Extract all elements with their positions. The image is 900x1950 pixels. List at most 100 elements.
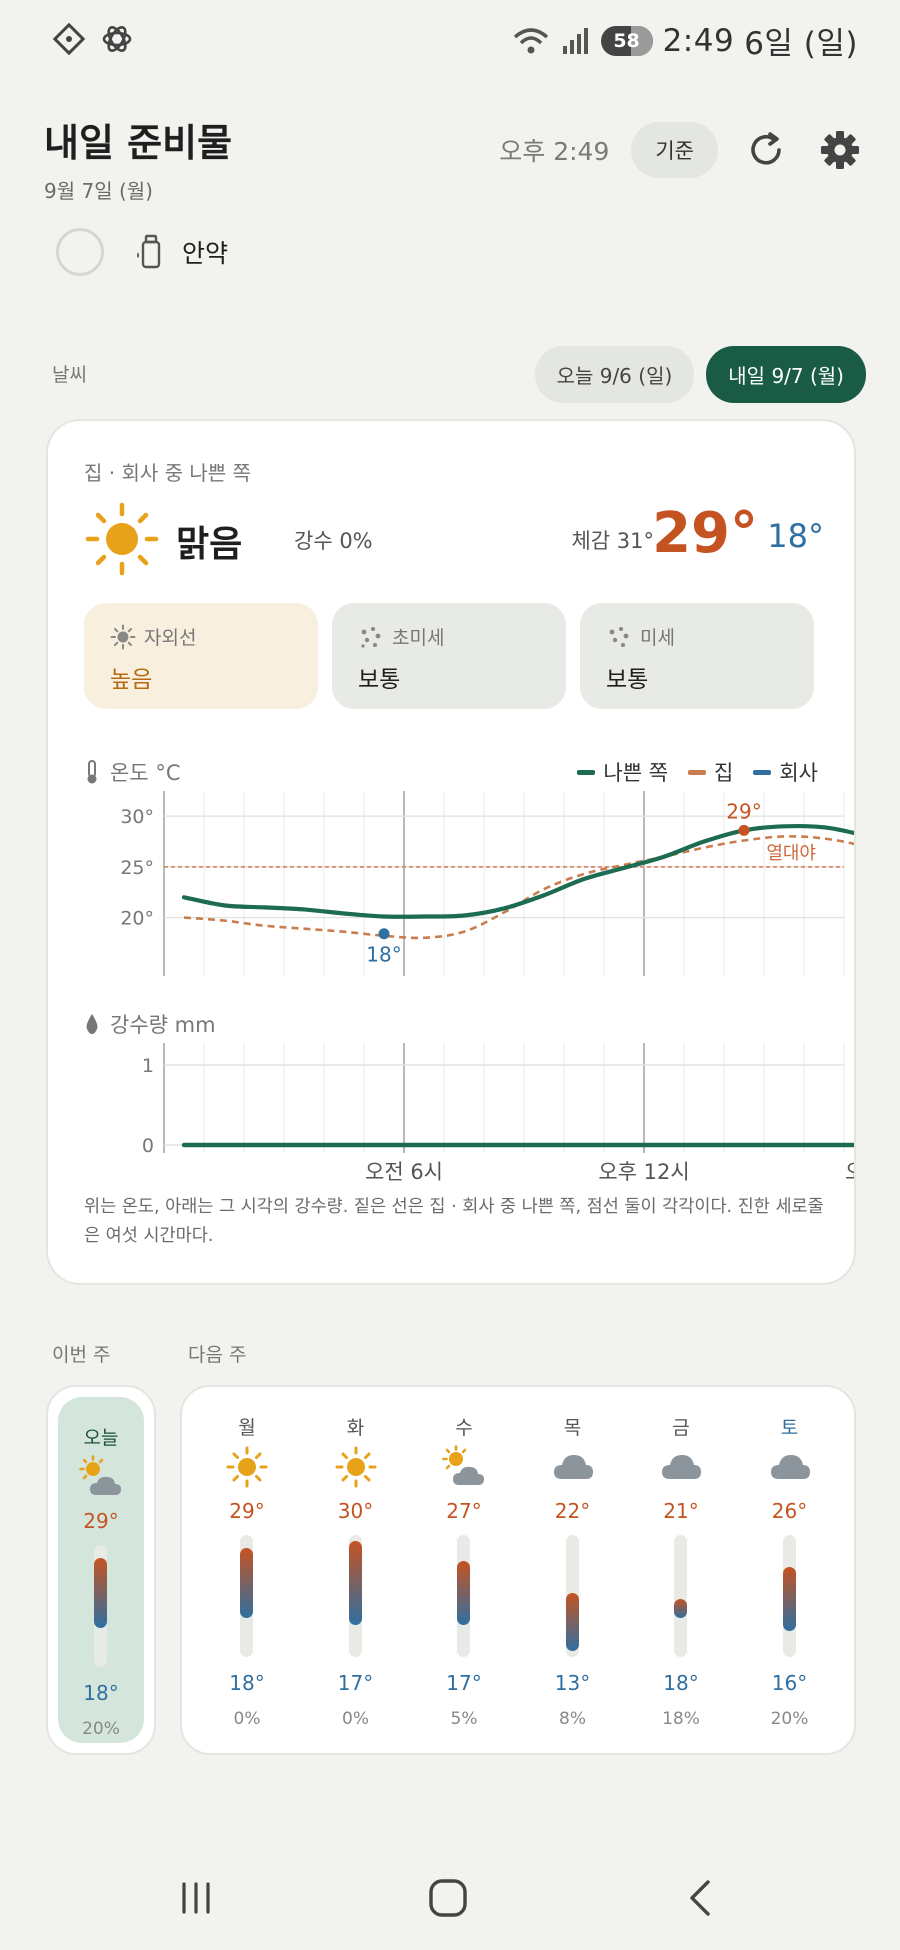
day-high: 27° <box>446 1499 482 1523</box>
basis-button[interactable]: 기준 <box>631 122 718 178</box>
x-tick-label: 오후 12시 <box>598 1160 689 1184</box>
min-marker <box>378 928 390 940</box>
uv-chip: 자외선 높음 <box>84 603 318 709</box>
day-pop: 18% <box>662 1709 700 1729</box>
temp-range-bar <box>782 1535 796 1657</box>
day-pop: 0% <box>342 1709 369 1729</box>
weather-condition: 맑음 <box>176 524 243 565</box>
wifi-icon <box>513 27 548 53</box>
day-pop: 0% <box>233 1709 261 1729</box>
sun-cloud-icon <box>441 1445 487 1493</box>
day-forecast-0[interactable]: 월 29° 18° 0% <box>202 1387 292 1733</box>
weather-scope: 집 · 회사 중 나쁜 쪽 <box>84 461 251 485</box>
tab-tomorrow[interactable]: 내일 9/7 (월) <box>706 346 866 403</box>
y-tick-label: 25° <box>120 857 154 879</box>
dust-icon <box>609 626 629 647</box>
raindrop-icon <box>86 1014 98 1034</box>
uv-value: 높음 <box>110 667 153 693</box>
day-low: 13° <box>554 1671 591 1695</box>
precip-chance: 강수 0% <box>294 529 373 553</box>
pm25-value: 보통 <box>358 667 401 693</box>
today-name: 오늘 <box>83 1427 119 1449</box>
day-name: 토 <box>780 1417 799 1439</box>
day-low: 18° <box>663 1671 699 1695</box>
chart-note: 위는 온도, 아래는 그 시각의 강수량. 짙은 선은 집 · 회사 중 나쁜 … <box>84 1197 824 1246</box>
today-pop: 20% <box>82 1719 120 1739</box>
sun-icon <box>333 1445 379 1493</box>
weather-card: 집 · 회사 중 나쁜 쪽 맑음 강수 0% 체감 31° 29° 18° <box>46 419 856 1285</box>
temp-range-bar <box>240 1535 253 1657</box>
day-forecast-5[interactable]: 토 26° 16° 20% <box>745 1387 835 1733</box>
medicine-item[interactable]: 안약 <box>56 228 228 276</box>
settings-button[interactable] <box>814 124 866 176</box>
series-home-line <box>183 835 854 940</box>
today-high: 29° <box>83 1509 119 1533</box>
weather-section-label: 날씨 <box>52 364 87 386</box>
cloud-icon <box>550 1445 596 1493</box>
day-high: 22° <box>554 1499 591 1523</box>
y-tick-label: 1 <box>142 1055 154 1077</box>
day-high: 26° <box>771 1499 808 1523</box>
today-forecast-card[interactable]: 오늘 29° 18° 20% <box>46 1385 156 1755</box>
precip-chart-label: 강수량 mm <box>84 1009 216 1039</box>
day-forecast-4[interactable]: 금 21° 18° 18% <box>636 1387 726 1733</box>
cloud-icon <box>767 1445 813 1493</box>
medicine-label: 안약 <box>182 239 229 268</box>
legend-worse: 나쁜 쪽 <box>577 757 668 787</box>
legend-office: 회사 <box>753 757 818 787</box>
day-forecast-3[interactable]: 목 22° 13° 8% <box>528 1387 618 1733</box>
home-icon[interactable] <box>426 1876 470 1920</box>
next-week-card: 월 29° 18° 0% 화 30° 17° 0% 수 27° 17° 5% 목 22° 13° 8% 금 21°… <box>180 1385 856 1755</box>
tab-today[interactable]: 오늘 9/6 (일) <box>534 346 695 403</box>
day-high: 29° <box>229 1499 265 1523</box>
status-date: 6일 (일) <box>744 26 858 62</box>
day-forecast-1[interactable]: 화 30° 17° 0% <box>311 1387 401 1733</box>
signal-icon <box>562 27 588 54</box>
y-tick-label: 20° <box>120 908 154 930</box>
sun-icon <box>85 502 159 576</box>
chart-legend: 나쁜 쪽 집 회사 <box>577 757 818 787</box>
day-low: 18° <box>229 1671 265 1695</box>
day-name: 수 <box>455 1417 473 1439</box>
battery-indicator: 58 <box>600 25 653 56</box>
medicine-checkbox[interactable] <box>56 228 104 276</box>
uv-sun-icon <box>110 624 136 649</box>
thermometer-icon <box>87 760 97 784</box>
day-name: 목 <box>563 1417 582 1439</box>
x-tick-label: 오전 6시 <box>365 1160 443 1184</box>
precipitation-chart: 0 1 오전 6시 오후 12시 오후 6시 <box>142 1043 854 1184</box>
refresh-icon <box>751 132 781 165</box>
temp-range-bar <box>565 1535 579 1657</box>
temp-range-bar <box>348 1535 362 1657</box>
legend-home: 집 <box>688 757 733 787</box>
pm25-chip: 초미세 보통 <box>332 603 566 709</box>
y-tick-label: 0 <box>142 1135 154 1157</box>
day-low: 17° <box>446 1671 482 1695</box>
day-high: 30° <box>337 1499 374 1523</box>
cloud-icon <box>658 1445 704 1493</box>
gear-icon <box>821 131 859 169</box>
low-temp: 18° <box>767 517 824 555</box>
day-high: 21° <box>663 1499 699 1523</box>
pm10-value: 보통 <box>606 667 649 693</box>
today-temp-range-bar <box>94 1545 107 1667</box>
day-name: 월 <box>238 1417 256 1439</box>
page-title: 내일 준비물 <box>44 121 233 165</box>
page-subtitle: 9월 7일 (월) <box>44 179 153 203</box>
today-low: 18° <box>83 1681 119 1705</box>
refresh-button[interactable] <box>740 124 792 176</box>
day-forecast-2[interactable]: 수 27° 17° 5% <box>419 1387 509 1733</box>
back-icon[interactable] <box>680 1876 720 1920</box>
openai-icon <box>102 26 132 52</box>
sun-icon <box>224 1445 270 1493</box>
pm10-label: 미세 <box>640 627 675 649</box>
min-label: 18° <box>366 943 401 967</box>
max-marker <box>738 824 750 836</box>
pm25-label: 초미세 <box>392 627 445 649</box>
x-tick-label: 오후 6시 <box>845 1160 854 1184</box>
updated-time: 오후 2:49 <box>499 137 610 166</box>
this-week-label: 이번 주 <box>52 1344 111 1366</box>
uv-label: 자외선 <box>144 627 197 649</box>
recent-apps-icon[interactable] <box>176 1878 216 1918</box>
next-week-label: 다음 주 <box>188 1344 247 1366</box>
